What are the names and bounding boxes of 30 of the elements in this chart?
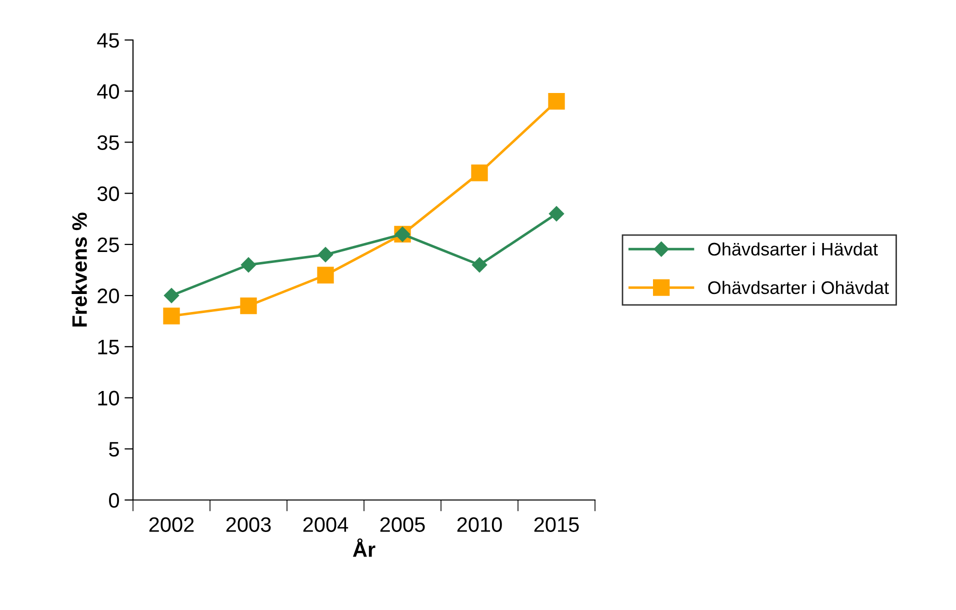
point (240, 297, 257, 314)
point (548, 206, 564, 222)
y-tick-label: 35 (97, 135, 119, 150)
x-tick-label: 2002 (149, 517, 194, 532)
y-tick-label: 10 (98, 390, 119, 406)
x-tick-label: 2010 (457, 517, 502, 532)
y-tick-label: 15 (98, 340, 119, 354)
y-tick-label: 40 (97, 84, 119, 99)
point (164, 288, 180, 304)
x-tick-label: 2005 (380, 517, 425, 532)
point (471, 164, 488, 182)
y-tick-label: 5 (109, 442, 119, 457)
y-tick-label: 45 (97, 33, 119, 48)
y-axis-title: Frekvens % (72, 212, 87, 327)
x-tick-label: 2003 (226, 517, 271, 532)
legend-label: Ohävdsarter i Hävdat (708, 242, 878, 256)
x-axis-title: År (352, 538, 376, 557)
y-tick-label: 0 (109, 493, 119, 508)
legend-label: Ohävdsarter i Ohävdat (708, 280, 889, 294)
x-tick-label: 2015 (534, 517, 579, 532)
point (317, 266, 334, 284)
y-tick-label: 30 (97, 186, 119, 202)
point (163, 308, 180, 324)
y-tick-label: 25 (98, 237, 119, 252)
point (240, 257, 256, 272)
point (548, 93, 565, 110)
point (318, 247, 334, 262)
point (472, 257, 488, 272)
x-tick-label: 2004 (303, 517, 348, 532)
y-tick-label: 20 (98, 288, 119, 304)
